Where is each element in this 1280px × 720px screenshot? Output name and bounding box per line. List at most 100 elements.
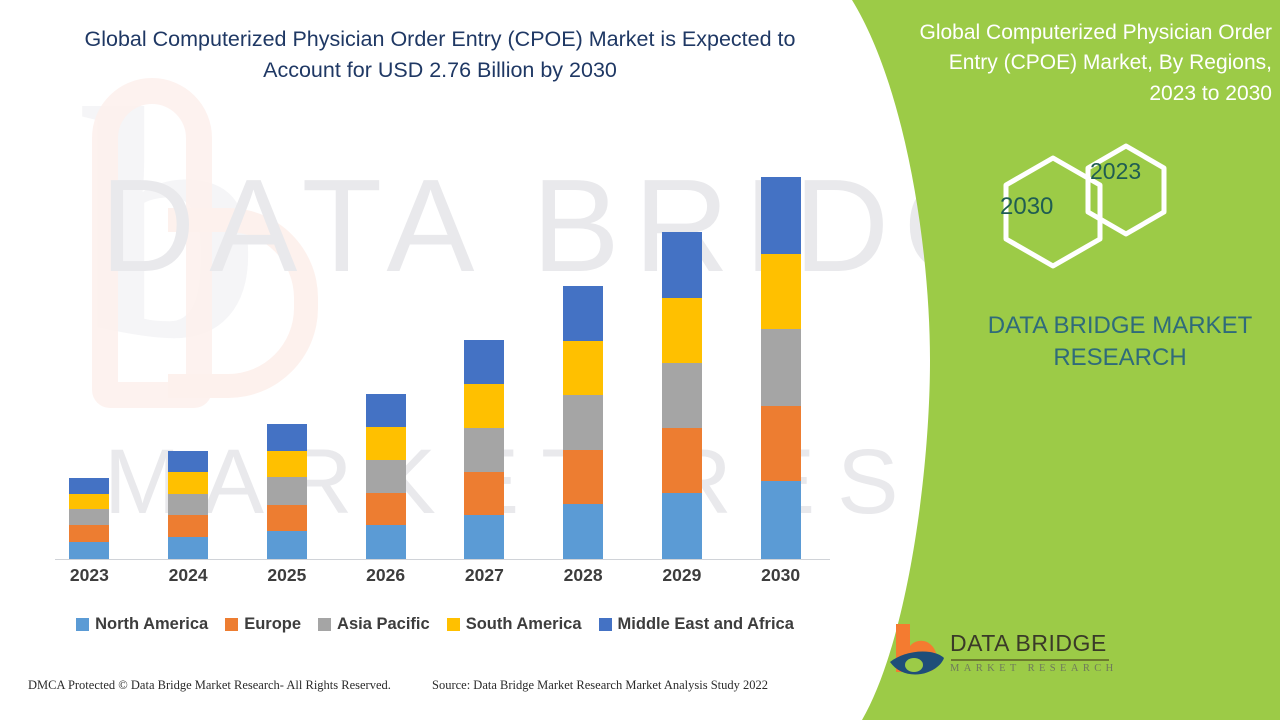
bar-segment[interactable] bbox=[266, 531, 307, 559]
logo-mark-icon bbox=[890, 624, 944, 675]
bar-segment[interactable] bbox=[563, 395, 604, 450]
bar-segment[interactable] bbox=[464, 472, 505, 516]
hexagon-2023-label: 2023 bbox=[1090, 158, 1142, 184]
bar-segment[interactable] bbox=[464, 384, 505, 429]
bar-segment[interactable] bbox=[760, 405, 801, 482]
logo-primary-text: DATA BRIDGE bbox=[950, 630, 1107, 656]
legend-label: North America bbox=[95, 615, 209, 633]
x-axis-label-2027: 2027 bbox=[464, 565, 504, 585]
hexagon-outlines bbox=[1003, 143, 1167, 269]
legend-item[interactable]: Europe bbox=[225, 615, 301, 634]
bar-segment[interactable] bbox=[464, 515, 505, 559]
legend-item[interactable]: Middle East and Africa bbox=[598, 615, 794, 634]
bar-segment[interactable] bbox=[563, 286, 604, 342]
bar-segment[interactable] bbox=[661, 492, 702, 559]
stacked-bar-2023[interactable] bbox=[69, 478, 110, 559]
x-axis-line bbox=[55, 559, 830, 560]
brand-name: DATA BRIDGE MARKET RESEARCH bbox=[987, 312, 1253, 372]
bar-slot bbox=[40, 150, 139, 559]
bar-segment[interactable] bbox=[168, 536, 209, 559]
bar-segment[interactable] bbox=[464, 340, 505, 385]
legend-swatch-icon bbox=[76, 618, 90, 631]
bar-segment[interactable] bbox=[760, 176, 801, 255]
bar-segment[interactable] bbox=[168, 450, 209, 473]
x-axis-label-2030: 2030 bbox=[761, 565, 801, 585]
bar-segment[interactable] bbox=[69, 493, 110, 509]
bar-segment[interactable] bbox=[266, 450, 307, 478]
x-axis-label-2023: 2023 bbox=[69, 565, 109, 585]
bar-slot bbox=[435, 150, 534, 559]
bar-slot bbox=[633, 150, 732, 559]
bar-segment[interactable] bbox=[760, 481, 801, 559]
legend-label: Asia Pacific bbox=[337, 615, 430, 633]
legend-item[interactable]: South America bbox=[446, 615, 582, 634]
bar-segment[interactable] bbox=[563, 341, 604, 396]
legend-swatch-icon bbox=[446, 618, 460, 631]
x-axis-label-2024: 2024 bbox=[168, 565, 208, 585]
bar-segment[interactable] bbox=[563, 503, 604, 559]
bar-segment[interactable] bbox=[69, 508, 110, 526]
stacked-bar-2030[interactable] bbox=[760, 176, 801, 559]
chart-legend: North America Europe Asia Pacific South Ame… bbox=[40, 615, 830, 634]
bar-segment[interactable] bbox=[661, 231, 702, 299]
bar-segment[interactable] bbox=[266, 504, 307, 532]
page-title: Global Computerized Physician Order Entr… bbox=[84, 27, 796, 82]
footer: DMCA Protected © Data Bridge Market Rese… bbox=[0, 678, 860, 706]
hexagon-group: 2030 2023 bbox=[978, 138, 1198, 288]
x-axis-label-2029: 2029 bbox=[662, 565, 702, 585]
bar-slot bbox=[139, 150, 238, 559]
logo-divider bbox=[951, 659, 1109, 661]
plot-area bbox=[40, 150, 830, 560]
x-axis-labels: 2023 2024 2025 2026 2027 2028 2029 2030 bbox=[40, 565, 830, 586]
hexagon-2023 bbox=[1085, 143, 1167, 237]
bar-segment[interactable] bbox=[168, 515, 209, 537]
bar-segment[interactable] bbox=[365, 492, 406, 526]
legend-item[interactable]: North America bbox=[76, 615, 208, 634]
bar-segment[interactable] bbox=[365, 427, 406, 460]
stacked-bar-2025[interactable] bbox=[266, 424, 307, 559]
legend-label: Middle East and Africa bbox=[617, 615, 794, 633]
bar-slot bbox=[336, 150, 435, 559]
bar-segment[interactable] bbox=[69, 525, 110, 542]
stacked-bar-2027[interactable] bbox=[464, 340, 505, 559]
legend-swatch-icon bbox=[598, 618, 612, 631]
bar-segment[interactable] bbox=[661, 298, 702, 363]
bar-slot bbox=[238, 150, 337, 559]
bar-group bbox=[40, 150, 830, 559]
stacked-bar-2029[interactable] bbox=[661, 231, 702, 559]
legend-swatch-icon bbox=[318, 618, 332, 631]
bar-segment[interactable] bbox=[69, 541, 110, 559]
bar-segment[interactable] bbox=[464, 428, 505, 473]
bar-segment[interactable] bbox=[661, 362, 702, 429]
legend-swatch-icon bbox=[225, 618, 239, 631]
hexagon-2030 bbox=[1003, 155, 1103, 269]
bar-segment[interactable] bbox=[168, 493, 209, 516]
bar-segment[interactable] bbox=[266, 477, 307, 505]
chart-pane: Global Computerized Physician Order Entr… bbox=[0, 27, 860, 706]
bar-segment[interactable] bbox=[365, 525, 406, 559]
logo-secondary-text: MARKET RESEARCH bbox=[950, 662, 1118, 674]
x-axis-label-2028: 2028 bbox=[563, 565, 603, 585]
bar-segment[interactable] bbox=[760, 328, 801, 406]
bar-segment[interactable] bbox=[168, 472, 209, 494]
x-axis-label-2025: 2025 bbox=[267, 565, 307, 585]
stacked-bar-2026[interactable] bbox=[365, 394, 406, 559]
x-axis-label-2026: 2026 bbox=[366, 565, 406, 585]
dmca-notice: DMCA Protected © Data Bridge Market Rese… bbox=[28, 678, 391, 692]
logo-wordmark: DATA BRIDGE MARKET RESEARCH bbox=[950, 632, 1118, 674]
bar-segment[interactable] bbox=[365, 394, 406, 428]
bar-segment[interactable] bbox=[760, 254, 801, 329]
bar-slot bbox=[534, 150, 633, 559]
stacked-bar-2028[interactable] bbox=[563, 286, 604, 559]
bar-slot bbox=[731, 150, 830, 559]
bar-segment[interactable] bbox=[69, 478, 110, 494]
stacked-bar-2024[interactable] bbox=[168, 450, 209, 559]
legend-item[interactable]: Asia Pacific bbox=[318, 615, 430, 634]
bar-segment[interactable] bbox=[266, 424, 307, 451]
bar-segment[interactable] bbox=[365, 459, 406, 493]
bar-segment[interactable] bbox=[661, 428, 702, 493]
bar-segment[interactable] bbox=[563, 449, 604, 504]
